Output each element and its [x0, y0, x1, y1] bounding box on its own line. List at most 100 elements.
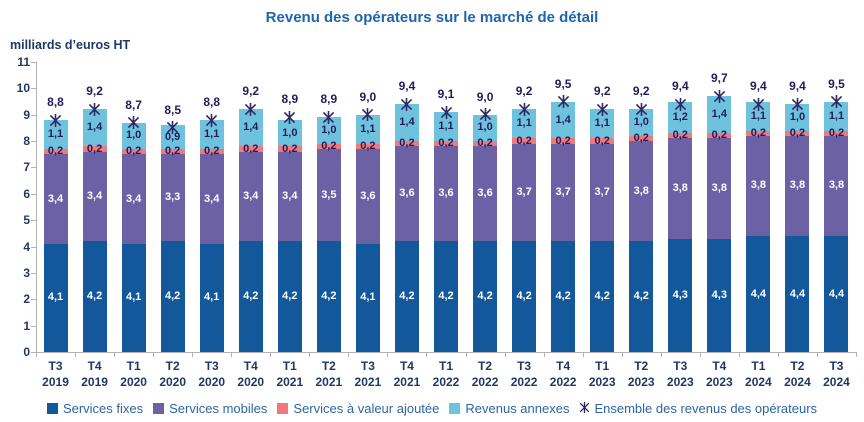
x-tick [465, 352, 467, 357]
total-value-label: 9,2 [242, 84, 260, 99]
total-value-label: 9,2 [593, 84, 611, 99]
total-value-label: 9,2 [632, 84, 650, 99]
x-tick-label: T4 2019 [81, 359, 108, 389]
legend-item-label: Ensemble des revenus des opérateurs [594, 401, 818, 416]
x-tick-label: T2 2023 [627, 359, 655, 389]
x-tick-label: T2 2020 [159, 359, 187, 389]
asterisk-marker-icon [635, 102, 647, 116]
total-marker [752, 97, 765, 111]
bar-segment-services-a-valeur-ajoutee [394, 141, 419, 147]
x-tick [75, 352, 77, 357]
total-marker [518, 102, 531, 116]
total-marker [88, 102, 101, 116]
bar-segment-services-mobiles [82, 151, 107, 242]
bar-segment-services-fixes [121, 243, 146, 352]
total-marker [479, 108, 492, 122]
y-tick [31, 272, 36, 274]
y-tick [31, 141, 36, 143]
legend-item-services-a-valeur-ajoutee: Services à valeur ajoutée [277, 401, 439, 416]
bar-segment-services-mobiles [473, 146, 498, 242]
x-tick [387, 352, 389, 357]
x-tick-label: T3 2021 [354, 359, 382, 389]
bar-segment-services-mobiles [590, 143, 615, 242]
bar-segment-services-mobiles [746, 135, 771, 236]
bar-segment-services-mobiles [355, 149, 380, 244]
total-value-label: 9,0 [359, 89, 377, 104]
total-marker [400, 97, 413, 111]
bar-segment-services-a-valeur-ajoutee [473, 141, 498, 147]
bar-segment-services-fixes [355, 243, 380, 352]
legend-item-label: Services à valeur ajoutée [293, 401, 440, 416]
asterisk-marker-icon [518, 102, 530, 116]
y-tick [31, 220, 36, 222]
bar-segment-services-mobiles [160, 154, 185, 242]
bar-segment-services-fixes [629, 241, 654, 352]
legend: Services fixes Services mobiles Services à… [0, 401, 864, 416]
asterisk-marker-icon [713, 89, 725, 103]
chart-title: Revenu des opérateurs sur le marché de d… [265, 9, 599, 26]
asterisk-marker-icon [206, 113, 218, 127]
total-marker [205, 113, 218, 127]
bar-segment-services-fixes [238, 241, 263, 352]
asterisk-marker-icon [166, 121, 179, 135]
y-tick-label: 1 [23, 318, 30, 333]
x-tick [348, 352, 350, 357]
x-tick [660, 352, 662, 357]
bar-segment-services-mobiles [434, 146, 458, 242]
x-tick [582, 352, 584, 357]
x-tick-label: T2 2022 [471, 359, 499, 389]
bar-segment-services-a-valeur-ajoutee [668, 133, 693, 139]
x-tick-label: T4 2023 [705, 359, 733, 389]
total-value-label: 8,5 [164, 102, 181, 117]
total-value-label: 9,1 [437, 87, 455, 102]
asterisk-marker-icon [323, 110, 335, 124]
total-marker [791, 97, 804, 111]
bar-segment-services-a-valeur-ajoutee [160, 149, 185, 155]
bar-segment-services-a-valeur-ajoutee [82, 146, 107, 152]
y-tick-label: 0 [23, 345, 30, 359]
legend-item-services-mobiles: Services mobiles [153, 401, 267, 416]
x-tick [504, 352, 506, 357]
y-tick-label: 2 [23, 292, 30, 307]
x-tick-label: T3 2020 [198, 359, 226, 389]
x-tick [270, 352, 272, 357]
x-tick-label: T4 2022 [549, 359, 577, 389]
bar-segment-services-fixes [746, 236, 771, 352]
asterisk-marker-icon [752, 97, 765, 111]
y-tick-label: 9 [23, 107, 30, 122]
bar-segment-services-mobiles [43, 154, 68, 244]
total-marker [361, 108, 374, 122]
total-value-label: 9,5 [828, 76, 845, 91]
bar-segment-services-a-valeur-ajoutee [629, 135, 654, 142]
x-tick [699, 352, 701, 357]
bar-segment-services-a-valeur-ajoutee [277, 146, 302, 152]
y-tick-label: 7 [23, 160, 30, 175]
total-marker [244, 102, 257, 116]
x-tick-label: T4 2021 [393, 359, 421, 389]
x-tick [426, 352, 428, 357]
bar-segment-services-a-valeur-ajoutee [199, 149, 224, 155]
bar-segment-services-fixes [82, 241, 107, 352]
bar-segment-revenus-annexes [160, 125, 185, 149]
total-value-label: 9,5 [554, 76, 572, 91]
total-marker [127, 116, 140, 130]
total-marker [322, 110, 335, 124]
bar-segment-services-mobiles [394, 146, 419, 242]
bar-segment-services-fixes [394, 241, 419, 352]
x-tick-label: T1 2024 [745, 359, 772, 389]
total-value-label: 9,0 [476, 89, 494, 104]
bar-segment-services-fixes [316, 241, 341, 352]
asterisk-marker-icon [88, 102, 101, 116]
y-tick-label: 6 [23, 186, 30, 201]
legend-item-ensemble-des-revenus-des-operateurs: Ensemble des revenus des opérateurs [579, 401, 817, 416]
bar-segment-services-fixes [707, 238, 732, 352]
asterisk-marker-icon [830, 95, 843, 109]
legend-swatch-services-fixes [46, 403, 58, 414]
bar-segment-services-a-valeur-ajoutee [434, 141, 458, 147]
x-tick [36, 352, 37, 357]
total-value-label: 8,7 [125, 97, 142, 112]
x-tick-label: T2 2021 [315, 359, 343, 389]
y-tick [31, 62, 36, 63]
total-value-label: 9,4 [789, 79, 806, 94]
